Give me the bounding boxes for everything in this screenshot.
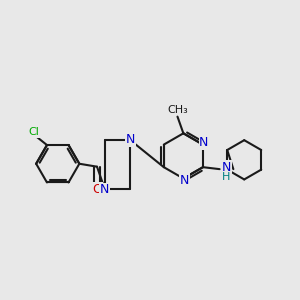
Text: O: O [92,183,102,196]
Text: N: N [199,136,208,149]
Text: CH₃: CH₃ [167,105,188,115]
Text: N: N [126,133,136,146]
Text: N: N [180,174,189,187]
Text: N: N [100,183,109,196]
Text: Cl: Cl [29,127,40,137]
Text: H: H [222,172,231,182]
Text: N: N [222,161,231,174]
